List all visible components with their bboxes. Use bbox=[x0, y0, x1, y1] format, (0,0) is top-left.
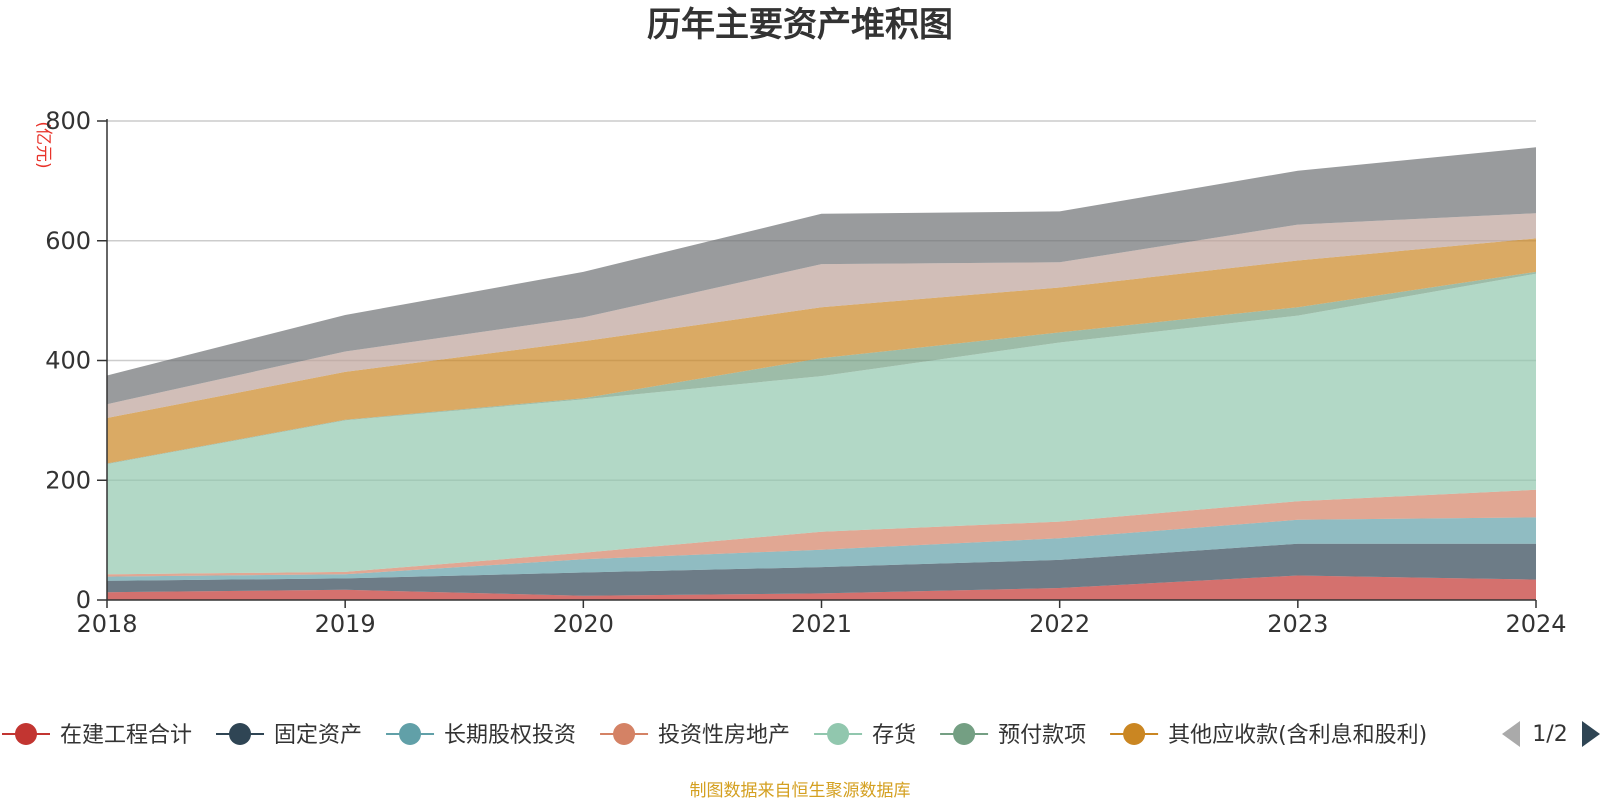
area-series-1 bbox=[107, 575, 1536, 600]
legend-marker-icon bbox=[827, 723, 850, 745]
y-tick-label: 0 bbox=[76, 586, 91, 614]
legend-item[interactable]: 其他应收款(含利息和股利) bbox=[1110, 723, 1427, 748]
legend-item[interactable]: 固定资产 bbox=[216, 723, 362, 748]
legend-label: 在建工程合计 bbox=[60, 723, 192, 748]
legend-marker-icon bbox=[229, 723, 252, 745]
y-tick-label: 200 bbox=[45, 466, 91, 494]
area-series-3 bbox=[107, 517, 1536, 581]
x-tick-label: 2020 bbox=[553, 610, 614, 638]
y-tick-label: 800 bbox=[45, 107, 91, 135]
x-tick-label: 2022 bbox=[1029, 610, 1090, 638]
legend-marker-icon bbox=[15, 723, 37, 745]
legend-label: 其他应收款(含利息和股利) bbox=[1168, 723, 1427, 748]
legend: 在建工程合计 固定资产 长期股权投资 投资性房地产 存货 预付款项 其他应收款(含利息和股利… bbox=[2, 723, 1427, 748]
legend-item[interactable]: 在建工程合计 bbox=[2, 723, 192, 748]
area-series-8 bbox=[107, 213, 1536, 418]
data-source-note: 制图数据来自恒生聚源数据库 bbox=[690, 781, 911, 800]
x-tick-label: 2021 bbox=[791, 610, 852, 638]
x-tick-label: 2024 bbox=[1505, 610, 1566, 638]
legend-marker-icon bbox=[399, 723, 422, 745]
legend-label: 投资性房地产 bbox=[658, 723, 790, 748]
legend-page-indicator: 1/2 bbox=[1532, 722, 1567, 747]
area-series-5 bbox=[107, 273, 1536, 575]
legend-pager: 1/2 bbox=[1502, 721, 1600, 747]
legend-item[interactable]: 预付款项 bbox=[940, 723, 1086, 748]
chart-title: 历年主要资产堆积图 bbox=[647, 5, 953, 45]
area-series-7 bbox=[107, 238, 1536, 464]
legend-item[interactable]: 存货 bbox=[814, 723, 916, 748]
area-series-9 bbox=[107, 147, 1536, 405]
axes: 0 200 400 600 800 2018 2019 2020 2021 2022 2023 202… bbox=[45, 107, 1566, 638]
legend-label: 固定资产 bbox=[274, 723, 362, 748]
x-tick-label: 2023 bbox=[1267, 610, 1328, 638]
x-tick-label: 2019 bbox=[315, 610, 376, 638]
y-tick-label: 600 bbox=[45, 227, 91, 255]
area-series-6 bbox=[107, 271, 1536, 465]
area-series bbox=[107, 147, 1536, 600]
legend-marker-icon bbox=[613, 723, 636, 745]
legend-item[interactable]: 长期股权投资 bbox=[386, 723, 576, 748]
legend-label: 预付款项 bbox=[998, 723, 1086, 748]
x-tick-label: 2018 bbox=[76, 610, 137, 638]
legend-next-arrow-icon[interactable] bbox=[1582, 721, 1600, 747]
legend-label: 长期股权投资 bbox=[444, 723, 576, 748]
legend-marker-icon bbox=[953, 723, 976, 745]
legend-marker-icon bbox=[1123, 723, 1146, 745]
y-tick-label: 400 bbox=[45, 347, 91, 375]
area-series-4 bbox=[107, 489, 1536, 577]
y-axis-unit: (亿元) bbox=[33, 121, 53, 168]
legend-prev-arrow-icon[interactable] bbox=[1502, 721, 1520, 747]
legend-item[interactable]: 投资性房地产 bbox=[600, 723, 790, 748]
legend-label: 存货 bbox=[872, 723, 916, 748]
area-series-2 bbox=[107, 543, 1536, 596]
